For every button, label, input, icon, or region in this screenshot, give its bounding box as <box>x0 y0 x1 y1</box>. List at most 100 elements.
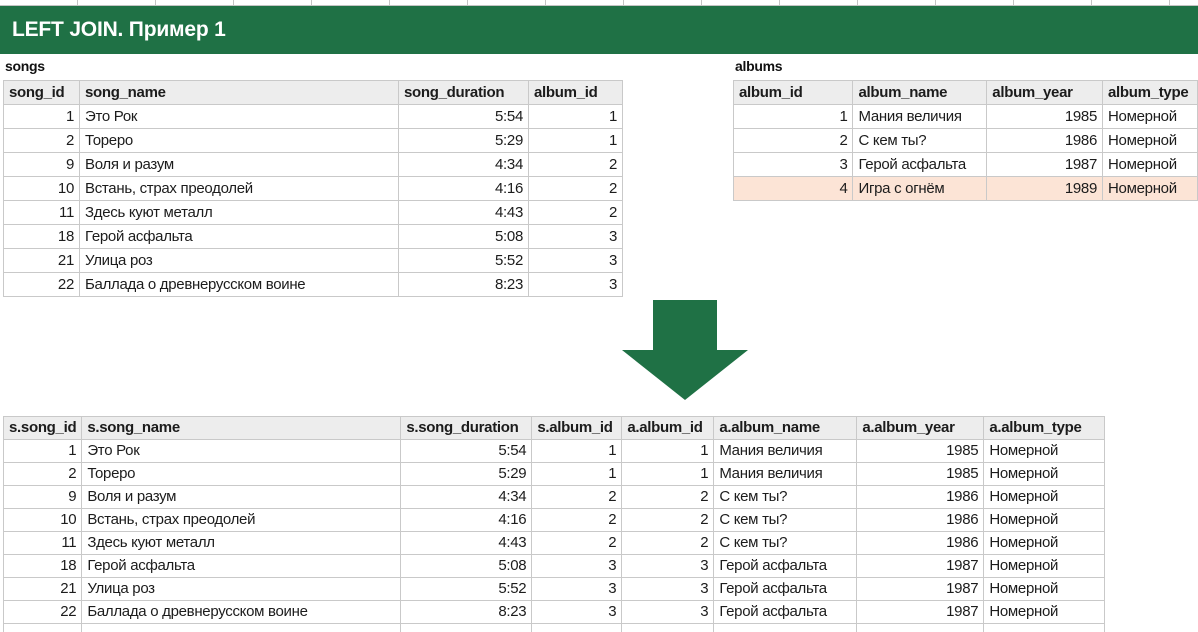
table-cell[interactable]: 1985 <box>856 462 985 486</box>
table-cell[interactable]: 3 <box>528 248 623 273</box>
column-header[interactable]: song_duration <box>398 80 529 105</box>
table-cell[interactable]: 10 <box>3 176 80 201</box>
table-cell[interactable]: 1 <box>621 462 715 486</box>
table-cell[interactable]: Номерной <box>983 600 1106 624</box>
table-cell[interactable]: 1989 <box>986 176 1104 201</box>
table-cell[interactable]: Здесь куют металл <box>81 531 402 555</box>
table-cell[interactable]: 1987 <box>986 152 1104 177</box>
column-header[interactable]: s.album_id <box>531 416 623 440</box>
table-cell[interactable]: 10 <box>2 508 83 532</box>
table-cell[interactable]: 2 <box>528 200 623 225</box>
table-cell[interactable]: 1987 <box>856 554 985 578</box>
table-cell[interactable]: Герой асфальта <box>713 577 858 601</box>
table-cell[interactable]: Тореро <box>79 128 399 153</box>
table-cell[interactable]: 2 <box>621 508 715 532</box>
table-cell[interactable]: 1986 <box>856 485 985 509</box>
table-cell[interactable]: 2 <box>531 508 623 532</box>
table-cell[interactable]: 5:08 <box>398 224 529 249</box>
column-header[interactable]: a.album_id <box>621 416 715 440</box>
table-cell[interactable]: 1986 <box>986 128 1104 153</box>
table-cell[interactable]: Номерной <box>1102 104 1198 129</box>
table-cell[interactable]: 3 <box>732 152 854 177</box>
table-cell[interactable]: 1985 <box>856 439 985 463</box>
column-header[interactable]: album_name <box>852 80 988 105</box>
table-cell[interactable]: 2 <box>531 485 623 509</box>
table-cell[interactable]: Герой асфальта <box>713 554 858 578</box>
table-cell[interactable]: 22 <box>2 600 83 624</box>
table-cell[interactable]: Встань, страх преодолей <box>81 508 402 532</box>
table-cell[interactable]: 1 <box>3 104 80 129</box>
table-cell[interactable]: 1987 <box>856 600 985 624</box>
table-cell[interactable]: 2 <box>531 531 623 555</box>
table-cell[interactable]: Номерной <box>983 508 1106 532</box>
table-cell[interactable]: Номерной <box>983 462 1106 486</box>
table-cell[interactable]: 18 <box>3 224 80 249</box>
column-header[interactable]: a.album_type <box>983 416 1106 440</box>
table-cell[interactable]: 3 <box>531 600 623 624</box>
table-cell[interactable]: Здесь куют металл <box>79 200 399 225</box>
table-cell[interactable]: Улица роз <box>81 577 402 601</box>
table-cell[interactable]: Это Рок <box>81 439 402 463</box>
table-cell[interactable]: Воля и разум <box>81 485 402 509</box>
table-cell[interactable]: Встань, страх преодолей <box>79 176 399 201</box>
table-cell[interactable]: Номерной <box>1102 152 1198 177</box>
table-cell[interactable]: 11 <box>2 531 83 555</box>
table-cell[interactable]: 18 <box>2 554 83 578</box>
table-cell[interactable]: 4:34 <box>398 152 529 177</box>
table-cell[interactable]: Номерной <box>983 485 1106 509</box>
column-header[interactable]: album_type <box>1102 80 1198 105</box>
column-header[interactable]: song_id <box>3 80 80 105</box>
table-cell[interactable]: Герой асфальта <box>713 600 858 624</box>
table-cell[interactable]: Баллада о древнерусском воине <box>81 600 402 624</box>
table-cell[interactable]: Улица роз <box>79 248 399 273</box>
table-cell[interactable]: Номерной <box>1102 176 1198 201</box>
column-header[interactable]: song_name <box>79 80 399 105</box>
table-cell[interactable]: 4:16 <box>400 508 533 532</box>
table-cell[interactable]: 2 <box>528 176 623 201</box>
table-cell[interactable]: 5:54 <box>398 104 529 129</box>
column-header[interactable]: s.song_id <box>2 416 83 440</box>
table-cell[interactable]: 5:54 <box>400 439 533 463</box>
table-cell[interactable]: 2 <box>528 152 623 177</box>
table-cell[interactable]: Тореро <box>81 462 402 486</box>
table-cell[interactable]: 4:43 <box>398 200 529 225</box>
table-cell[interactable]: 9 <box>2 485 83 509</box>
table-cell[interactable]: 2 <box>621 531 715 555</box>
table-cell[interactable]: 9 <box>3 152 80 177</box>
column-header[interactable]: a.album_year <box>856 416 985 440</box>
table-cell[interactable]: 1 <box>621 439 715 463</box>
table-cell[interactable]: 5:52 <box>398 248 529 273</box>
table-cell[interactable]: Номерной <box>983 439 1106 463</box>
table-cell[interactable]: 1 <box>2 439 83 463</box>
table-cell[interactable]: 4 <box>732 176 854 201</box>
column-header[interactable]: album_year <box>986 80 1104 105</box>
column-header[interactable]: album_id <box>528 80 623 105</box>
table-cell[interactable]: 11 <box>3 200 80 225</box>
table-cell[interactable]: Номерной <box>983 554 1106 578</box>
table-cell[interactable]: 1987 <box>856 577 985 601</box>
table-cell[interactable]: Воля и разум <box>79 152 399 177</box>
table-cell[interactable]: Баллада о древнерусском воине <box>79 272 399 297</box>
table-cell[interactable]: 21 <box>3 248 80 273</box>
table-cell[interactable]: 1 <box>528 104 623 129</box>
table-cell[interactable]: 1 <box>531 439 623 463</box>
table-cell[interactable]: 1 <box>531 462 623 486</box>
table-cell[interactable]: 3 <box>531 577 623 601</box>
table-cell[interactable]: 3 <box>528 272 623 297</box>
table-cell[interactable]: Герой асфальта <box>852 152 988 177</box>
table-cell[interactable]: Мания величия <box>852 104 988 129</box>
table-cell[interactable]: 4:43 <box>400 531 533 555</box>
table-cell[interactable]: 4:16 <box>398 176 529 201</box>
table-cell[interactable]: С кем ты? <box>713 485 858 509</box>
table-cell[interactable]: 3 <box>621 577 715 601</box>
table-cell[interactable]: С кем ты? <box>852 128 988 153</box>
table-cell[interactable]: 3 <box>528 224 623 249</box>
table-cell[interactable]: 5:52 <box>400 577 533 601</box>
table-cell[interactable]: Герой асфальта <box>79 224 399 249</box>
table-cell[interactable]: 1985 <box>986 104 1104 129</box>
table-cell[interactable]: 22 <box>3 272 80 297</box>
column-header[interactable]: a.album_name <box>713 416 858 440</box>
column-header[interactable]: album_id <box>732 80 854 105</box>
table-cell[interactable]: 2 <box>621 485 715 509</box>
table-cell[interactable]: 3 <box>621 554 715 578</box>
